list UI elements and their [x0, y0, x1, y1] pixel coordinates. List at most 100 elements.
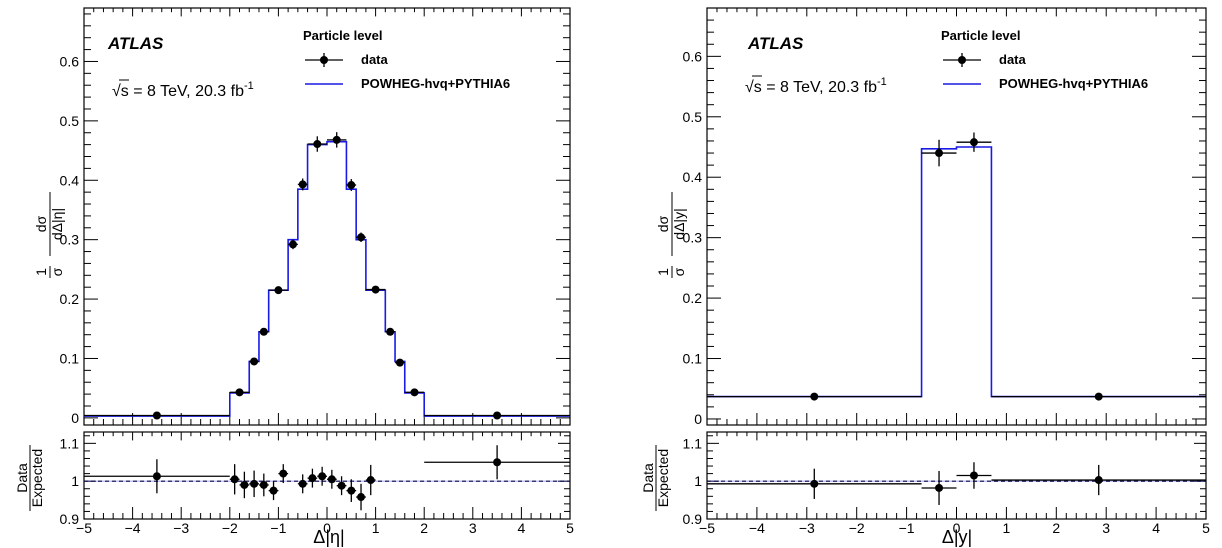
- svg-text:1: 1: [33, 268, 49, 276]
- main-axes: 0 0.1 0.2 0.3 0.4 0.5 0.6: [683, 8, 1207, 427]
- ratio-y-label: Data Expected: [14, 445, 45, 511]
- x-tick-label: 3: [469, 520, 477, 536]
- y-tick-label: 0.3: [60, 232, 80, 248]
- chart-delta-eta: 0 0.1 0.2 0.3 0.4 0.5 0.6 −5 −4 −3 −2 −1 0 1 2 3 4 5 0.9 1…: [14, 7, 574, 547]
- x-tick-label: −1: [270, 520, 286, 536]
- y-tick-label: 0.2: [683, 290, 703, 306]
- data-point: [493, 411, 502, 420]
- ratio-point: [308, 474, 317, 483]
- data-point: [347, 181, 356, 190]
- x-tick-label: −5: [699, 520, 715, 536]
- data-point: [313, 140, 322, 149]
- x-tick-label: −4: [125, 520, 141, 536]
- mc-step-line: [84, 140, 570, 417]
- svg-text:1: 1: [655, 268, 671, 276]
- ratio-y-tick-label: 1: [694, 473, 702, 489]
- ratio-point: [327, 475, 336, 484]
- ratio-point: [240, 480, 249, 489]
- ratio-point: [269, 486, 278, 495]
- x-tick-label: 0: [323, 520, 331, 536]
- y-tick-label: 0: [694, 411, 702, 427]
- ratio-point: [318, 472, 327, 481]
- atlas-label: ATLAS: [107, 34, 164, 53]
- ratio-point: [347, 486, 356, 495]
- ratio-y-tick-label: 1: [71, 473, 79, 489]
- data-point: [259, 327, 268, 336]
- y-tick-label: 0.6: [683, 48, 703, 64]
- data-point: [1094, 392, 1103, 401]
- ratio-y-tick-label: 0.9: [60, 511, 80, 527]
- data-point: [386, 327, 395, 336]
- ratio-point: [493, 458, 502, 467]
- ratio-points: [84, 445, 570, 511]
- data-points: [84, 132, 570, 420]
- y-tick-label: 0.2: [60, 291, 80, 307]
- y-tick-label: 0.4: [60, 172, 80, 188]
- svg-text:Expected: Expected: [655, 449, 671, 507]
- mc-histogram: [84, 140, 570, 482]
- y-tick-label: 0: [71, 410, 79, 426]
- x-tick-label: 4: [518, 520, 526, 536]
- lumi-exponent: -1: [877, 76, 887, 88]
- data-point: [810, 392, 819, 401]
- y-tick-label: 0.5: [60, 113, 80, 129]
- legend-data-entry: data: [305, 52, 389, 67]
- data-point: [274, 286, 283, 295]
- svg-text:dσ: dσ: [655, 215, 671, 232]
- data-point: [410, 388, 419, 397]
- ratio-point: [357, 493, 366, 502]
- legend-title: Particle level: [303, 28, 383, 43]
- data-point: [250, 357, 259, 366]
- x-tick-label: 5: [1202, 520, 1210, 536]
- main-frame: [706, 7, 1207, 426]
- svg-text:σ: σ: [49, 267, 65, 276]
- y-tick-label: 0.1: [683, 351, 703, 367]
- legend-mc-entry: POWHEG-hvq+PYTHIA6: [943, 76, 1148, 91]
- svg-text:Expected: Expected: [29, 449, 45, 507]
- svg-text:dΔ|η|: dΔ|η|: [49, 208, 65, 240]
- x-tick-label: −4: [749, 520, 765, 536]
- svg-text:POWHEG-hvq+PYTHIA6: POWHEG-hvq+PYTHIA6: [361, 76, 510, 91]
- svg-text:POWHEG-hvq+PYTHIA6: POWHEG-hvq+PYTHIA6: [999, 76, 1148, 91]
- x-tick-label: 3: [1102, 520, 1110, 536]
- y-tick-label: 0.3: [683, 230, 703, 246]
- x-axis-label: Δ|y|: [942, 527, 972, 547]
- legend-title: Particle level: [941, 28, 1021, 43]
- ratio-point: [969, 471, 978, 480]
- x-tick-label: 1: [1003, 520, 1011, 536]
- mc-histogram: [707, 146, 1206, 482]
- ratio-axes: −5 −4 −3 −2 −1 0 1 2 3 4 5 0.9 1 1.1: [683, 432, 1210, 536]
- x-tick-label: −5: [76, 520, 92, 536]
- legend-mc-entry: POWHEG-hvq+PYTHIA6: [305, 76, 510, 91]
- ratio-point: [810, 479, 819, 488]
- x-tick-label: −2: [222, 520, 238, 536]
- x-tick-label: 0: [953, 520, 961, 536]
- data-point: [298, 180, 307, 189]
- ratio-point: [298, 479, 307, 488]
- x-tick-label: −2: [849, 520, 865, 536]
- x-tick-label: −3: [799, 520, 815, 536]
- data-point: [395, 358, 404, 367]
- data-point: [235, 388, 244, 397]
- x-axis-label: Δ|η|: [313, 527, 344, 547]
- ratio-point: [152, 472, 161, 481]
- data-point: [969, 138, 978, 147]
- y-tick-label: 0.5: [683, 109, 703, 125]
- svg-text:data: data: [999, 52, 1027, 67]
- data-point: [288, 240, 297, 249]
- data-point: [371, 285, 380, 294]
- x-tick-label: −3: [173, 520, 189, 536]
- mc-step-line: [707, 146, 1206, 398]
- svg-text:dσ: dσ: [33, 215, 49, 232]
- ratio-axes: −5 −4 −3 −2 −1 0 1 2 3 4 5 0.9 1 1.1: [60, 432, 574, 536]
- main-axes: 0 0.1 0.2 0.3 0.4 0.5 0.6: [60, 8, 571, 426]
- y-tick-label: 0.6: [60, 53, 80, 69]
- lumi-exponent: -1: [244, 80, 254, 92]
- ratio-point: [230, 475, 239, 484]
- ratio-point: [259, 480, 268, 489]
- energy-label: √s = 8 TeV, 20.3 fb-1: [745, 76, 887, 96]
- ratio-point: [337, 481, 346, 490]
- energy-label: √s = 8 TeV, 20.3 fb-1: [112, 80, 254, 100]
- x-tick-label: 5: [566, 520, 574, 536]
